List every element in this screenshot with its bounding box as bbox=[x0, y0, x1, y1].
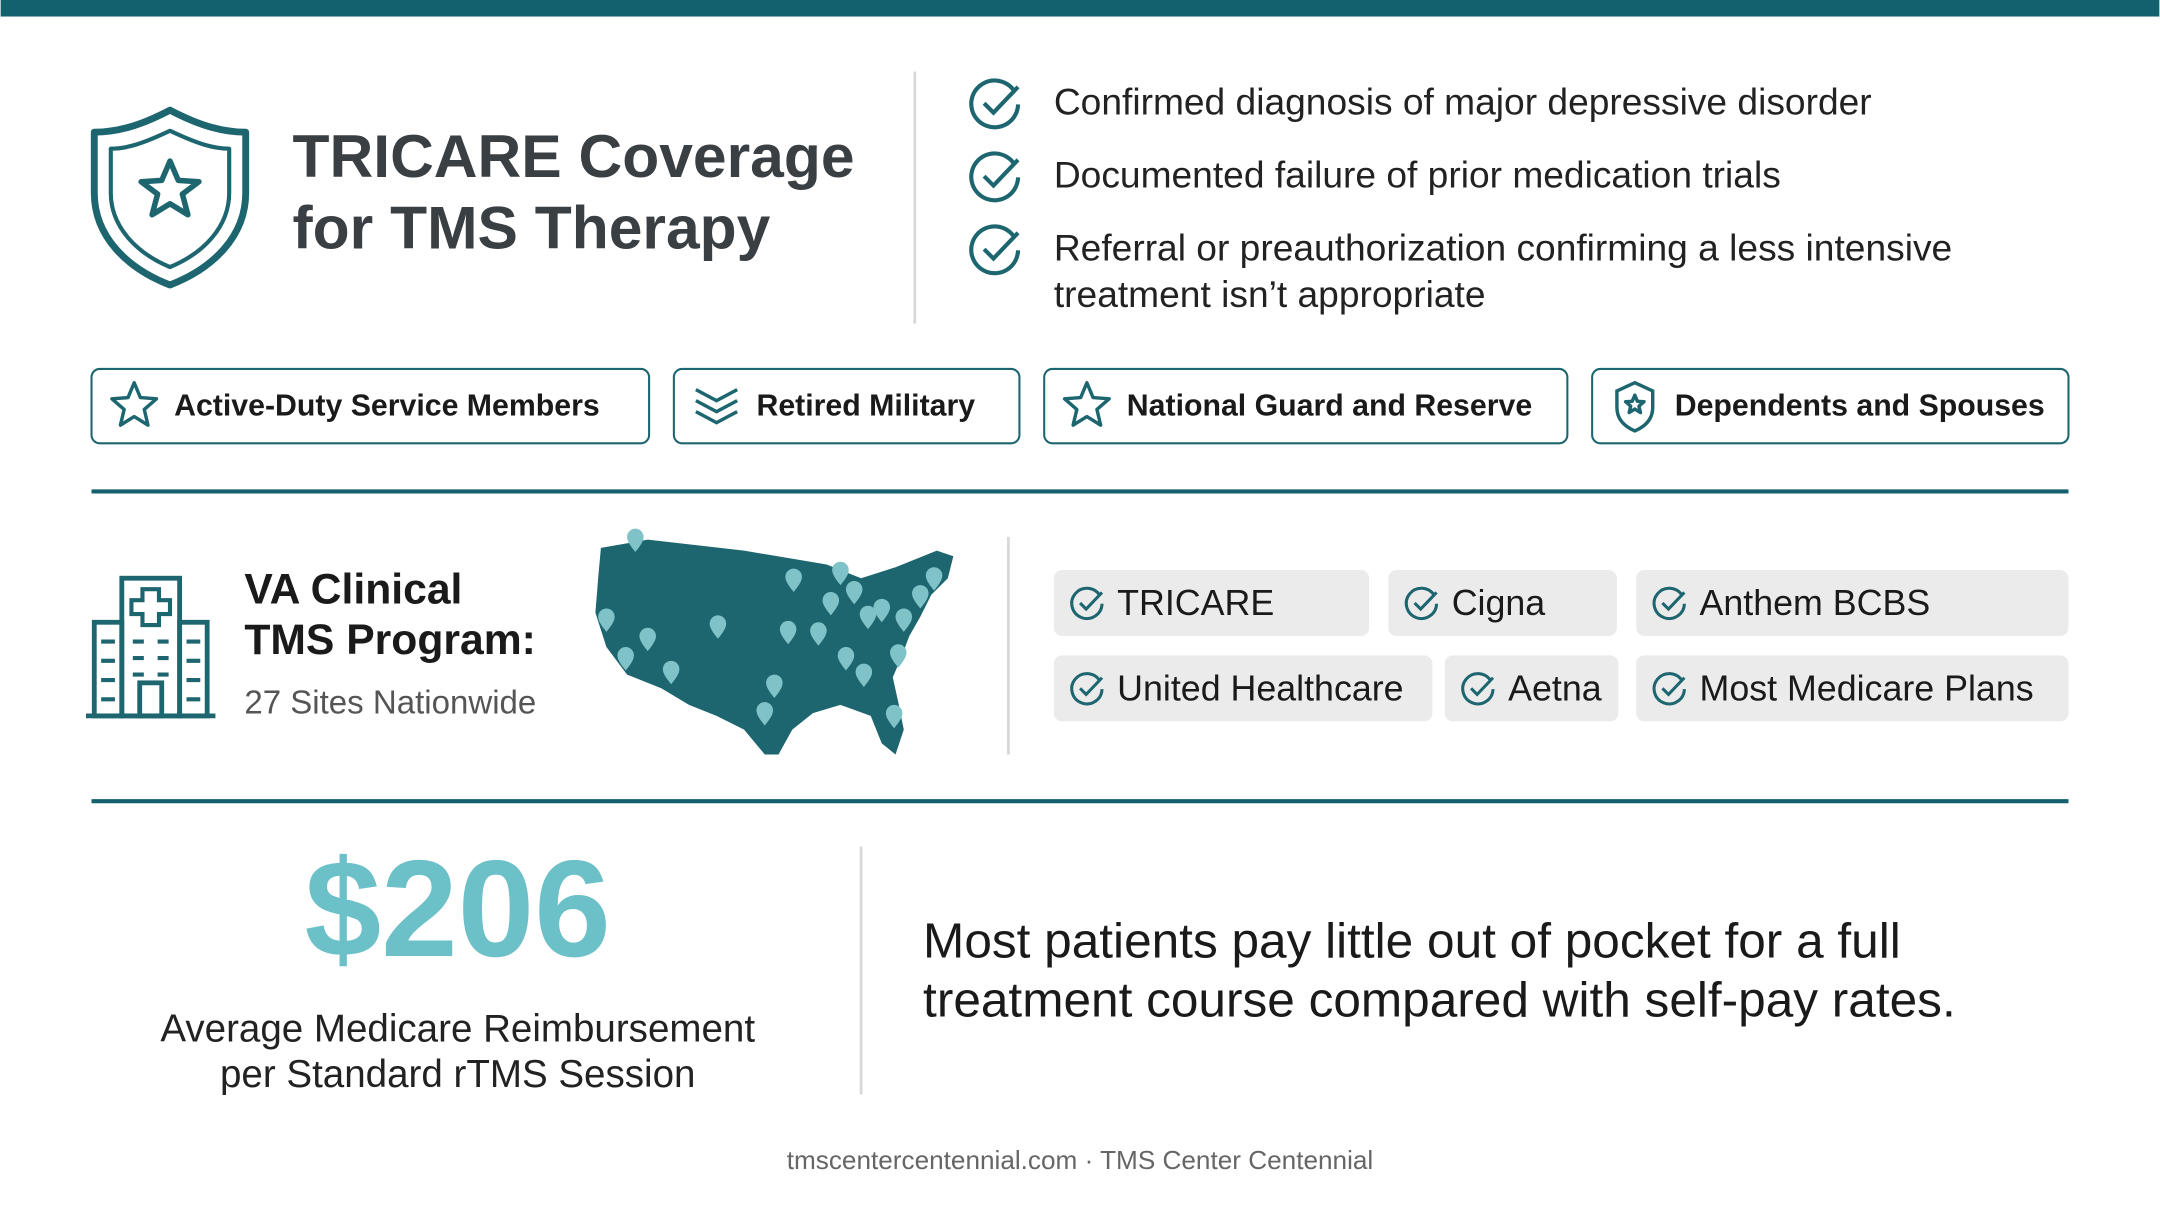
map-pin bbox=[627, 528, 644, 553]
check-icon bbox=[969, 78, 1021, 130]
map-pin bbox=[837, 647, 855, 671]
map-pin bbox=[925, 567, 943, 591]
insurer-list: TRICARE Cigna Anthem BCBS United Healthcare… bbox=[1053, 569, 2069, 722]
insurer-name: TRICARE bbox=[1117, 583, 1274, 623]
insurer-pill bbox=[1388, 569, 1617, 637]
check-circle bbox=[1070, 586, 1104, 621]
criteria-list: Confirmed diagnosis of major depressive … bbox=[969, 78, 1952, 315]
insurer-name: Most Medicare Plans bbox=[1700, 669, 2034, 709]
check-icon bbox=[1461, 672, 1495, 706]
map-pin bbox=[822, 591, 840, 616]
check-mark bbox=[1078, 591, 1104, 612]
stat-value: $206 bbox=[305, 832, 611, 986]
footer: tmscentercentennial.com · TMS Center Cen… bbox=[787, 1145, 1374, 1175]
map-pin bbox=[709, 615, 727, 639]
check-icon bbox=[969, 224, 1021, 276]
map-pin bbox=[810, 622, 827, 646]
map-pin bbox=[895, 608, 913, 632]
check-circle bbox=[1461, 672, 1495, 706]
check-icon bbox=[1404, 586, 1439, 621]
insurer-pill bbox=[1053, 655, 1433, 722]
check-icon bbox=[969, 151, 1021, 203]
group-label: Retired Military bbox=[756, 390, 975, 423]
hospital-icon bbox=[86, 575, 216, 719]
check-icon bbox=[1070, 586, 1104, 621]
check-circle bbox=[1652, 672, 1686, 706]
check-mark bbox=[1661, 591, 1686, 612]
map-pin bbox=[845, 580, 863, 605]
map-pin bbox=[662, 660, 680, 685]
check-mark bbox=[982, 231, 1020, 262]
badge-icon bbox=[1615, 380, 1655, 433]
shield-icon bbox=[90, 106, 250, 289]
map-pin bbox=[639, 627, 656, 652]
map-pin bbox=[832, 561, 849, 586]
check-mark bbox=[1078, 676, 1104, 697]
map-pin bbox=[785, 568, 802, 592]
map-pin bbox=[885, 704, 903, 729]
map-pin bbox=[756, 702, 773, 726]
stat-caption: Average Medicare Reimbursement bbox=[160, 1007, 755, 1050]
insurer-pill bbox=[1053, 569, 1370, 637]
map-pin bbox=[912, 585, 929, 609]
note-line: Most patients pay little out of pocket f… bbox=[923, 913, 1901, 969]
check-circle bbox=[969, 224, 1021, 276]
criterion-text: Referral or preauthorization confirming … bbox=[1054, 226, 1952, 268]
group-pill bbox=[672, 367, 1021, 445]
insurer-pill bbox=[1636, 569, 2069, 637]
title-line: TRICARE Coverage bbox=[293, 122, 855, 190]
map-pin bbox=[890, 644, 907, 668]
group-label: Dependents and Spouses bbox=[1675, 390, 2045, 423]
group-pill bbox=[90, 367, 651, 445]
criterion-text: treatment isn’t appropriate bbox=[1054, 273, 1486, 315]
insurer-name: United Healthcare bbox=[1117, 669, 1403, 709]
group-label: Active-Duty Service Members bbox=[174, 390, 600, 423]
chevron-icon bbox=[695, 388, 739, 425]
map-pin bbox=[617, 647, 634, 671]
va-title-line: TMS Program: bbox=[244, 616, 536, 664]
check-mark bbox=[1413, 591, 1438, 612]
note-line: treatment course compared with self-pay … bbox=[923, 972, 1956, 1028]
group-pill bbox=[1591, 367, 2070, 445]
map-pin bbox=[779, 620, 797, 645]
check-mark bbox=[982, 158, 1020, 189]
star-icon bbox=[1623, 393, 1646, 415]
us-map bbox=[595, 528, 954, 755]
eligible-groups: Active-Duty Service Members Retired Milit… bbox=[90, 367, 2070, 445]
map-pin bbox=[766, 674, 783, 698]
stat-caption: per Standard rTMS Session bbox=[220, 1053, 695, 1096]
check-icon bbox=[1652, 586, 1686, 621]
top-bar bbox=[0, 0, 2160, 17]
check-mark bbox=[1469, 676, 1495, 697]
va-subtitle: 27 Sites Nationwide bbox=[244, 685, 536, 722]
star-icon bbox=[110, 381, 159, 427]
group-label: National Guard and Reserve bbox=[1127, 390, 1532, 423]
insurer-pill bbox=[1444, 655, 1619, 722]
check-circle bbox=[969, 151, 1021, 203]
map-pin bbox=[859, 605, 877, 630]
insurer-name: Aetna bbox=[1508, 669, 1602, 709]
insurer-pill bbox=[1636, 655, 2069, 722]
criterion-text: Confirmed diagnosis of major depressive … bbox=[1054, 80, 1872, 122]
title-line: for TMS Therapy bbox=[293, 194, 771, 262]
group-pill bbox=[1043, 367, 1569, 445]
check-icon bbox=[1652, 672, 1686, 706]
criterion-text: Documented failure of prior medication t… bbox=[1054, 153, 1781, 195]
star-icon bbox=[1062, 381, 1111, 427]
check-mark bbox=[1661, 676, 1686, 697]
check-icon bbox=[1070, 672, 1104, 706]
map-pin bbox=[873, 598, 891, 623]
map-pin bbox=[598, 608, 615, 632]
insurer-name: Cigna bbox=[1452, 583, 1546, 623]
check-circle bbox=[1070, 672, 1104, 706]
map-pin bbox=[855, 663, 873, 687]
check-mark bbox=[982, 85, 1020, 116]
insurer-name: Anthem BCBS bbox=[1700, 583, 1931, 623]
va-title-line: VA Clinical bbox=[244, 565, 462, 613]
check-circle bbox=[1404, 586, 1439, 621]
check-circle bbox=[969, 78, 1021, 130]
check-circle bbox=[1652, 586, 1686, 621]
